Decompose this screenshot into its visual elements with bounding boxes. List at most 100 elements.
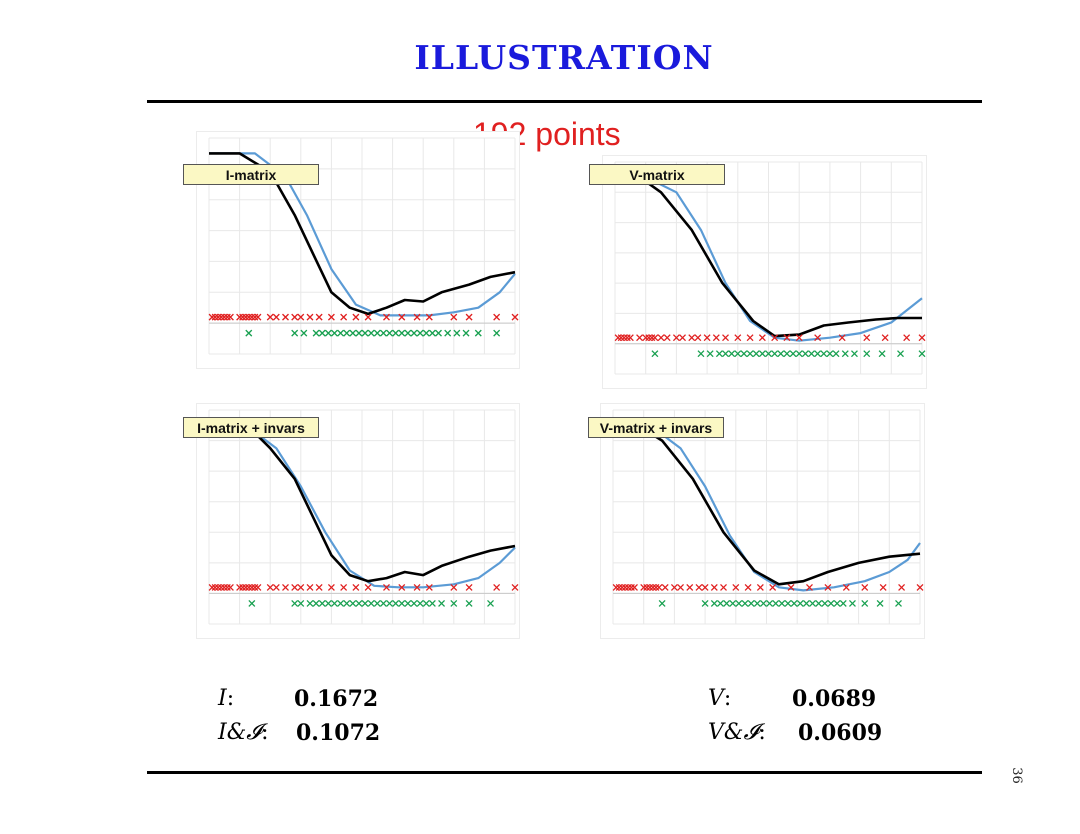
panel-label: V-matrix + invars — [588, 417, 724, 438]
score-value: 0.1072 — [296, 720, 381, 746]
marker-red — [291, 313, 299, 321]
marker-red — [744, 583, 752, 591]
marker-green — [465, 599, 473, 607]
marker-green — [771, 350, 779, 358]
marker-green — [722, 350, 729, 358]
marker-green — [248, 599, 256, 607]
marker-red — [722, 334, 729, 342]
score-row: V: 0.0689 — [708, 686, 876, 712]
marker-green — [876, 599, 884, 607]
marker-red — [640, 583, 648, 591]
marker-red — [720, 583, 727, 591]
marker-green — [331, 599, 338, 607]
marker-red — [672, 334, 680, 342]
marker-red — [297, 583, 305, 591]
marker-green — [851, 350, 858, 358]
marker-red — [617, 334, 625, 342]
marker-red — [732, 583, 740, 591]
model-curve — [209, 152, 516, 316]
marker-green — [373, 599, 381, 607]
score-symbol: I&𝓘 — [218, 720, 262, 745]
marker-red — [211, 583, 219, 591]
chart-panel-v-matrix: V-matrix — [589, 155, 927, 389]
marker-green — [808, 350, 815, 358]
marker-green — [343, 329, 351, 337]
marker-red — [861, 583, 869, 591]
score-row: I&𝓘: 0.1072 — [218, 720, 380, 746]
marker-red — [306, 583, 314, 591]
marker-green — [863, 350, 871, 358]
marker-red — [450, 583, 458, 591]
score-suffix: : — [758, 720, 766, 745]
model-curve — [209, 424, 516, 583]
marker-red — [226, 583, 234, 591]
marker-green — [379, 329, 387, 337]
marker-green — [324, 599, 332, 607]
marker-red — [824, 583, 832, 591]
marker-green — [453, 329, 461, 337]
marker-red — [631, 583, 638, 591]
chart-plot — [612, 409, 924, 625]
marker-red — [352, 313, 360, 321]
marker-red — [612, 583, 620, 591]
marker-green — [410, 329, 418, 337]
marker-green — [367, 599, 375, 607]
marker-red — [701, 583, 709, 591]
marker-green — [741, 599, 749, 607]
marker-green — [795, 350, 803, 358]
marker-red — [398, 313, 406, 321]
marker-red — [863, 334, 871, 342]
marker-red — [643, 583, 651, 591]
marker-red — [223, 583, 231, 591]
marker-red — [315, 313, 323, 321]
marker-red — [242, 583, 250, 591]
marker-green — [658, 599, 666, 607]
marker-red — [254, 583, 262, 591]
marker-red — [879, 583, 887, 591]
marker-red — [248, 583, 256, 591]
marker-red — [903, 334, 911, 342]
marker-red — [239, 583, 247, 591]
marker-red — [208, 583, 216, 591]
marker-green — [493, 329, 501, 337]
marker-green — [349, 599, 357, 607]
marker-green — [778, 599, 786, 607]
marker-red — [703, 334, 711, 342]
marker-green — [392, 329, 400, 337]
marker-green — [826, 350, 834, 358]
marker-red — [364, 583, 372, 591]
marker-red — [758, 334, 766, 342]
marker-red — [679, 334, 686, 342]
marker-red — [352, 583, 360, 591]
marker-green — [245, 329, 253, 337]
marker-green — [796, 599, 804, 607]
marker-red — [327, 313, 335, 321]
marker-green — [716, 599, 724, 607]
slide-title: ILLUSTRATION — [414, 38, 714, 77]
marker-green — [312, 329, 320, 337]
marker-green — [416, 599, 424, 607]
marker-red — [645, 334, 653, 342]
reference-curve — [209, 424, 516, 589]
marker-green — [422, 329, 430, 337]
chart-panel-i-matrix: I-matrix — [183, 131, 520, 369]
marker-green — [735, 599, 743, 607]
marker-red — [712, 334, 720, 342]
marker-red — [636, 334, 644, 342]
marker-red — [898, 583, 906, 591]
marker-green — [331, 329, 338, 337]
marker-red — [236, 583, 244, 591]
marker-red — [652, 583, 660, 591]
marker-red — [655, 583, 663, 591]
marker-red — [398, 583, 406, 591]
marker-red — [649, 583, 657, 591]
marker-red — [783, 334, 791, 342]
panel-label: I-matrix — [183, 164, 319, 185]
marker-green — [728, 350, 736, 358]
top-rule — [147, 100, 982, 103]
marker-red — [795, 334, 803, 342]
marker-green — [820, 350, 828, 358]
marker-red — [618, 583, 626, 591]
marker-red — [651, 334, 659, 342]
marker-green — [422, 599, 430, 607]
